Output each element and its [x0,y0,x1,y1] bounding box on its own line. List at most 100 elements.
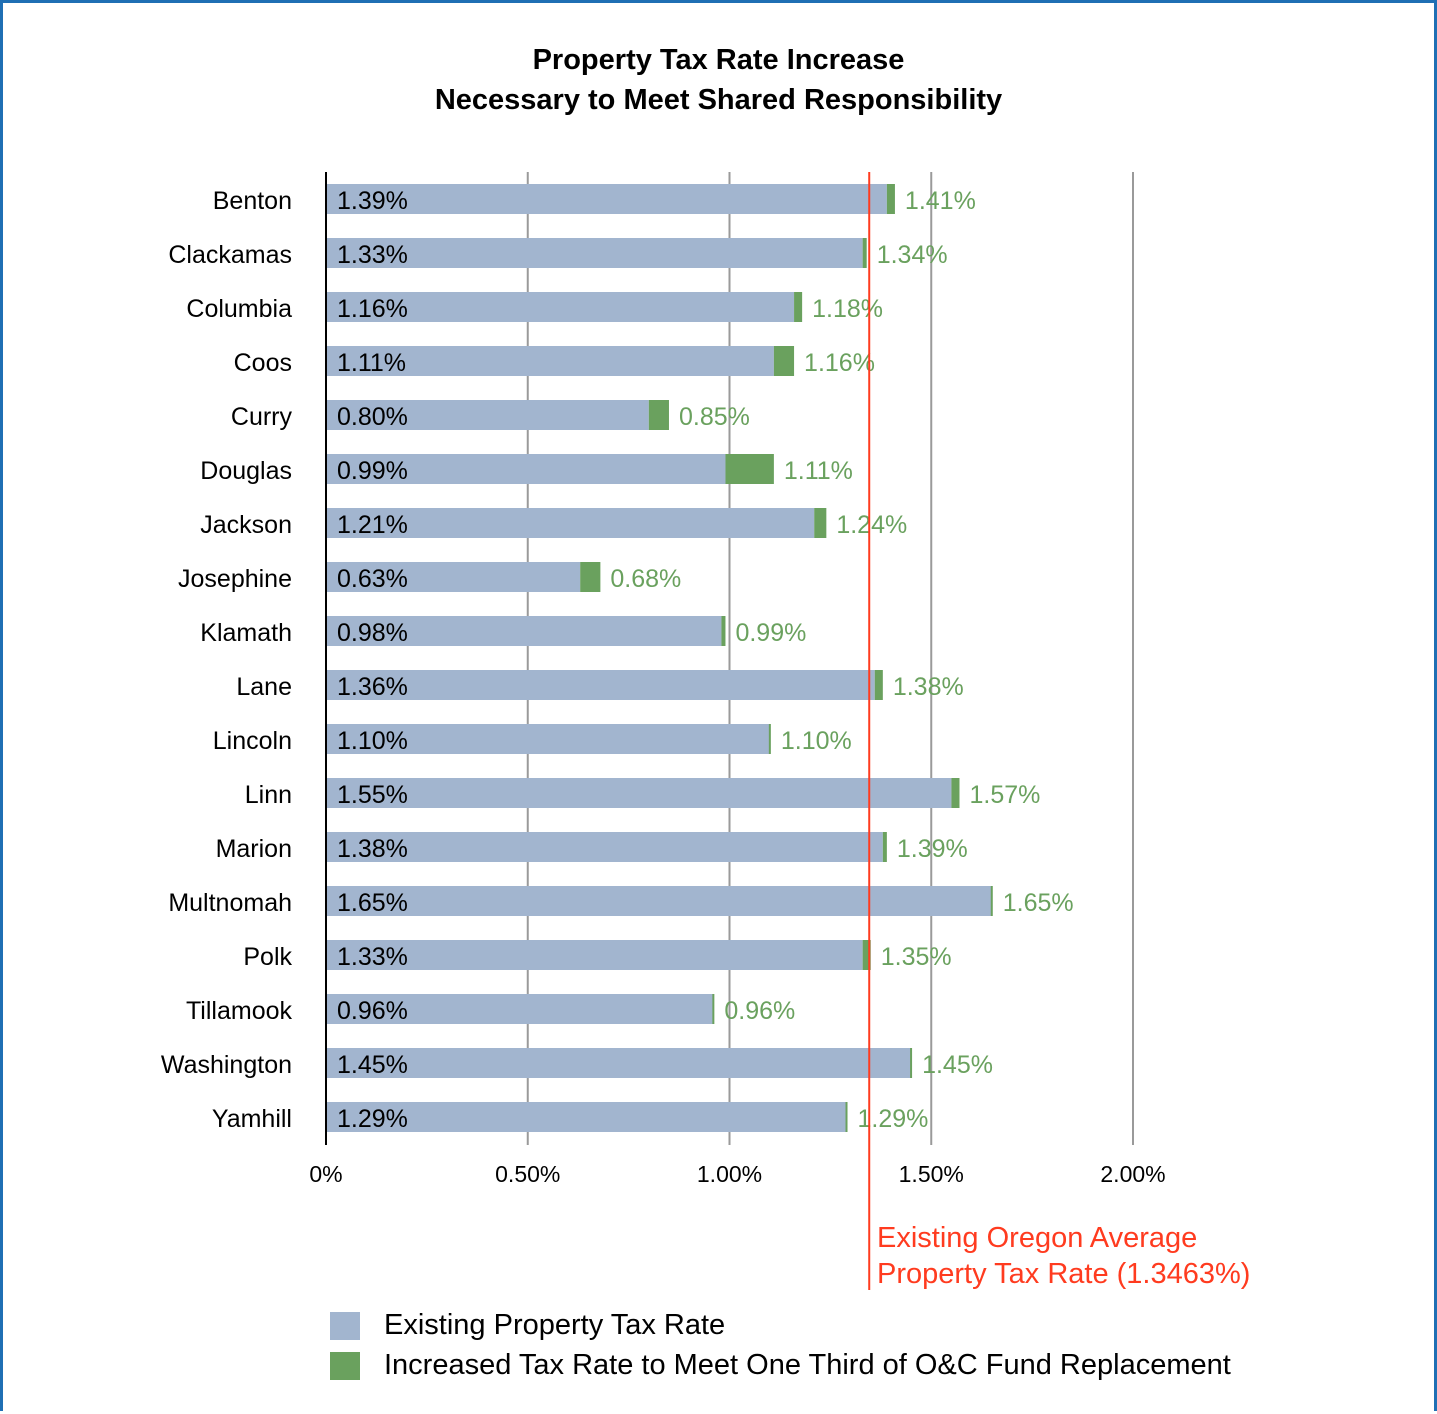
bar-existing-14 [326,940,863,970]
existing-rate-label-16: 1.45% [337,1051,408,1079]
x-tick-label-1: 0.50% [495,1161,560,1187]
county-label-10: Lincoln [213,727,292,755]
total-rate-label-7: 0.68% [610,565,681,593]
county-label-8: Klamath [200,619,292,647]
existing-rate-label-11: 1.55% [337,781,408,809]
county-label-7: Josephine [178,565,292,593]
county-label-1: Clackamas [168,241,292,269]
existing-rate-label-15: 0.96% [337,997,408,1025]
bar-existing-16 [326,1048,912,1078]
bar-increase-6 [814,508,827,538]
county-label-6: Jackson [200,511,292,539]
bar-increase-15 [712,994,715,1024]
bar-existing-4 [326,400,649,430]
bar-increase-7 [580,562,601,592]
existing-rate-label-9: 1.36% [337,673,408,701]
chart-title-line-1: Property Tax Rate Increase [532,44,905,76]
total-rate-label-17: 1.29% [858,1105,929,1133]
bar-existing-6 [326,508,815,538]
existing-rate-label-10: 1.10% [337,727,408,755]
existing-rate-label-14: 1.33% [337,943,408,971]
existing-rate-label-7: 0.63% [337,565,408,593]
bar-increase-16 [910,1048,913,1078]
existing-rate-label-2: 1.16% [337,295,408,323]
county-label-14: Polk [243,943,292,971]
total-rate-label-13: 1.65% [1003,889,1074,917]
bar-increase-9 [874,670,883,700]
bar-existing-5 [326,454,726,484]
bar-existing-17 [326,1102,847,1132]
existing-rate-label-6: 1.21% [337,511,408,539]
total-rate-label-0: 1.41% [905,187,976,215]
county-label-4: Curry [231,403,293,431]
total-rate-label-1: 1.34% [877,241,948,269]
total-rate-label-3: 1.16% [804,349,875,377]
county-label-9: Lane [236,673,292,701]
bar-existing-10 [326,724,770,754]
x-tick-label-2: 1.00% [697,1161,762,1187]
county-label-15: Tillamook [186,997,293,1025]
bar-increase-8 [721,616,726,646]
existing-rate-label-0: 1.39% [337,187,408,215]
county-label-12: Marion [216,835,292,863]
total-rate-label-15: 0.96% [724,997,795,1025]
county-label-16: Washington [161,1051,292,1079]
bar-existing-0 [326,184,887,214]
total-rate-label-2: 1.18% [812,295,883,323]
x-tick-label-4: 2.00% [1100,1161,1165,1187]
total-rate-label-9: 1.38% [893,673,964,701]
total-rate-label-6: 1.24% [836,511,907,539]
county-label-2: Columbia [186,295,292,323]
bar-increase-13 [990,886,993,916]
bar-existing-11 [326,778,952,808]
county-label-17: Yamhill [212,1105,292,1133]
bar-existing-7 [326,562,581,592]
county-label-11: Linn [245,781,292,809]
county-label-5: Douglas [200,457,292,485]
legend-swatch-increased [330,1352,360,1380]
existing-rate-label-3: 1.11% [337,349,406,377]
legend-label-increased: Increased Tax Rate to Meet One Third of … [384,1349,1231,1381]
average-line-label-line-2: Property Tax Rate (1.3463%) [877,1258,1251,1290]
bar-existing-3 [326,346,774,376]
total-rate-label-5: 1.11% [784,457,853,485]
bar-increase-1 [862,238,867,268]
bar-increase-14 [862,940,871,970]
total-rate-label-4: 0.85% [679,403,750,431]
bar-increase-0 [886,184,895,214]
bar-increase-4 [648,400,669,430]
bar-existing-9 [326,670,875,700]
average-line-label: Existing Oregon Average Property Tax Rat… [877,1220,1250,1292]
average-line-label-line-1: Existing Oregon Average [877,1222,1198,1254]
bar-existing-15 [326,994,714,1024]
legend-label-existing: Existing Property Tax Rate [384,1309,726,1341]
total-rate-label-12: 1.39% [897,835,968,863]
bar-existing-12 [326,832,883,862]
county-label-3: Coos [234,349,292,377]
total-rate-label-11: 1.57% [969,781,1040,809]
total-rate-label-14: 1.35% [881,943,952,971]
bar-increase-12 [882,832,887,862]
bar-increase-10 [768,724,771,754]
existing-rate-label-17: 1.29% [337,1105,408,1133]
chart-title: Property Tax Rate Increase Necessary to … [0,40,1437,120]
existing-rate-label-5: 0.99% [337,457,408,485]
legend-swatch-existing [330,1312,360,1340]
total-rate-label-16: 1.45% [922,1051,993,1079]
chart-title-line-2: Necessary to Meet Shared Responsibility [434,84,1003,116]
bar-existing-1 [326,238,863,268]
x-tick-label-3: 1.50% [899,1161,964,1187]
bar-increase-2 [794,292,803,322]
bar-existing-2 [326,292,795,322]
bar-increase-5 [725,454,774,484]
bar-increase-3 [773,346,795,376]
county-label-0: Benton [213,187,292,215]
bar-increase-11 [951,778,960,808]
existing-rate-label-13: 1.65% [337,889,408,917]
bar-existing-8 [326,616,722,646]
existing-rate-label-12: 1.38% [337,835,408,863]
total-rate-label-10: 1.10% [781,727,852,755]
existing-rate-label-4: 0.80% [337,403,408,431]
